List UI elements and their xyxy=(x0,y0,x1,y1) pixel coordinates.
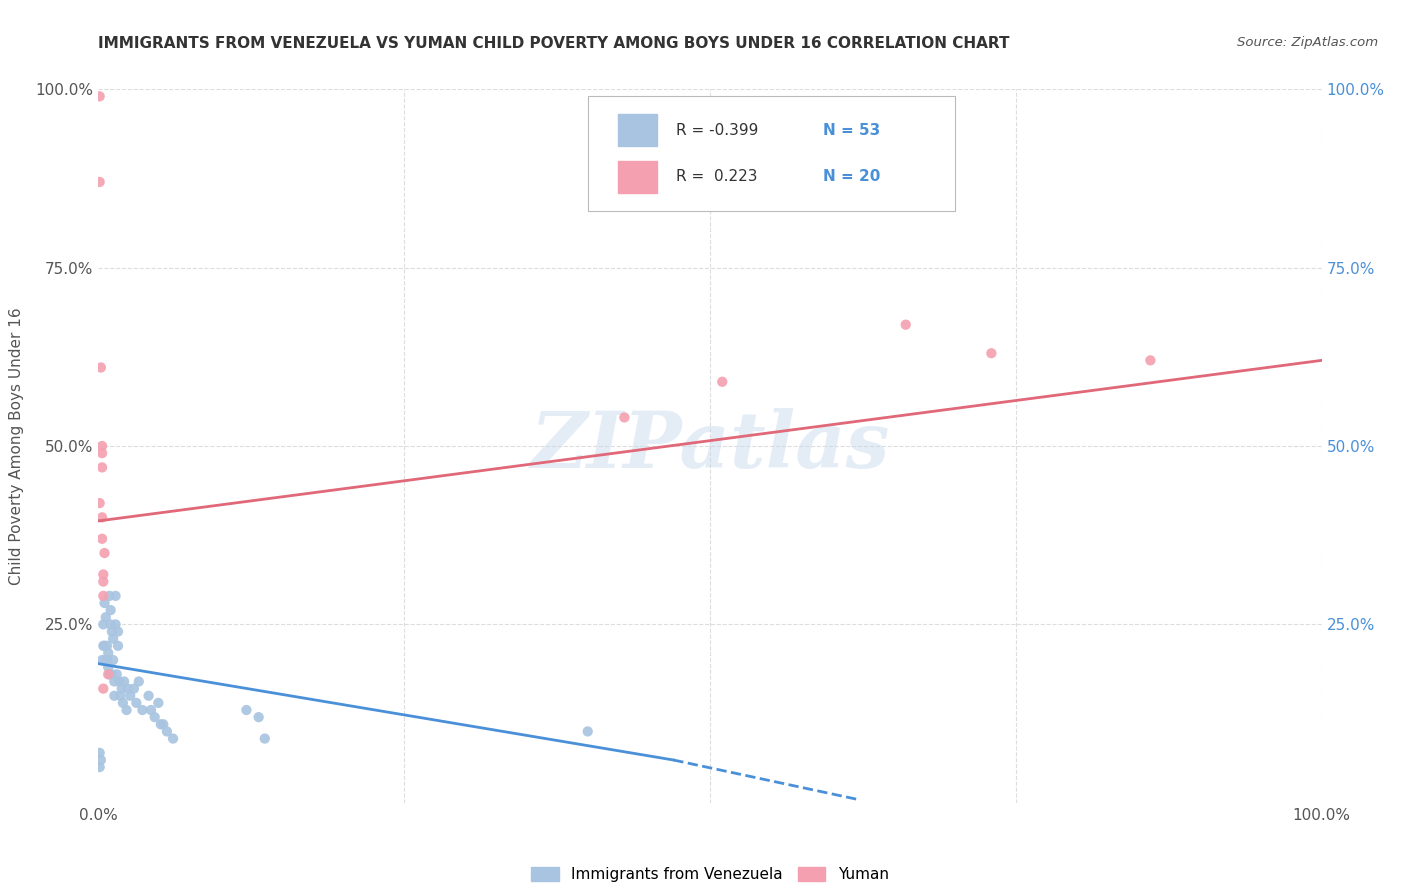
Point xyxy=(115,703,138,717)
Point xyxy=(90,360,112,375)
Point xyxy=(91,639,114,653)
Point xyxy=(1139,353,1161,368)
Point xyxy=(103,689,125,703)
Point xyxy=(93,546,115,560)
Point xyxy=(91,617,114,632)
Point xyxy=(148,696,170,710)
Point xyxy=(96,653,118,667)
Point xyxy=(128,674,150,689)
Point xyxy=(90,753,112,767)
Point xyxy=(91,532,114,546)
Point xyxy=(152,717,174,731)
Point xyxy=(98,589,121,603)
Point xyxy=(89,760,111,774)
Point xyxy=(711,375,734,389)
Point xyxy=(91,574,114,589)
FancyBboxPatch shape xyxy=(588,96,955,211)
Point xyxy=(107,624,129,639)
Point xyxy=(576,724,599,739)
Text: Source: ZipAtlas.com: Source: ZipAtlas.com xyxy=(1237,36,1378,49)
Point xyxy=(100,617,122,632)
Text: N = 53: N = 53 xyxy=(823,123,880,137)
Point xyxy=(247,710,270,724)
Point xyxy=(94,653,117,667)
Point xyxy=(613,410,636,425)
Point xyxy=(91,510,114,524)
Point xyxy=(100,603,122,617)
Y-axis label: Child Poverty Among Boys Under 16: Child Poverty Among Boys Under 16 xyxy=(10,307,24,585)
Point xyxy=(111,681,134,696)
Point xyxy=(98,667,121,681)
Point xyxy=(91,439,114,453)
Point xyxy=(89,175,111,189)
Point xyxy=(111,696,134,710)
Legend: Immigrants from Venezuela, Yuman: Immigrants from Venezuela, Yuman xyxy=(526,861,894,888)
Point xyxy=(96,639,118,653)
Point xyxy=(101,624,124,639)
Text: IMMIGRANTS FROM VENEZUELA VS YUMAN CHILD POVERTY AMONG BOYS UNDER 16 CORRELATION: IMMIGRANTS FROM VENEZUELA VS YUMAN CHILD… xyxy=(98,36,1010,51)
Point xyxy=(97,646,120,660)
Point xyxy=(91,446,114,460)
Text: ZIPatlas: ZIPatlas xyxy=(530,408,890,484)
Text: R = -0.399: R = -0.399 xyxy=(676,123,758,137)
Point xyxy=(89,89,111,103)
Point xyxy=(149,717,172,731)
Point xyxy=(108,674,131,689)
Point xyxy=(125,696,148,710)
Point xyxy=(97,660,120,674)
Point xyxy=(93,596,115,610)
Point xyxy=(105,667,128,681)
Point xyxy=(103,674,125,689)
Bar xyxy=(619,114,658,146)
Point xyxy=(101,653,124,667)
Point xyxy=(156,724,179,739)
Text: N = 20: N = 20 xyxy=(823,169,880,184)
Point xyxy=(91,589,114,603)
Point xyxy=(253,731,276,746)
Point xyxy=(97,667,120,681)
Point xyxy=(235,703,257,717)
Point xyxy=(94,610,117,624)
Point xyxy=(138,689,160,703)
Point xyxy=(104,617,127,632)
Point xyxy=(122,681,145,696)
Point xyxy=(143,710,166,724)
Point xyxy=(110,689,132,703)
Point xyxy=(107,639,129,653)
Text: R =  0.223: R = 0.223 xyxy=(676,169,758,184)
Point xyxy=(101,667,124,681)
Point xyxy=(91,460,114,475)
Point xyxy=(91,653,114,667)
Point xyxy=(112,674,135,689)
Point xyxy=(162,731,184,746)
Point xyxy=(91,681,114,696)
Point xyxy=(139,703,162,717)
Point xyxy=(89,746,111,760)
Point xyxy=(120,689,142,703)
Point xyxy=(894,318,917,332)
Point xyxy=(93,639,115,653)
Point xyxy=(117,681,139,696)
Bar xyxy=(619,161,658,193)
Point xyxy=(101,632,124,646)
Point xyxy=(980,346,1002,360)
Point xyxy=(131,703,153,717)
Point xyxy=(104,589,127,603)
Point xyxy=(89,496,111,510)
Point xyxy=(91,567,114,582)
